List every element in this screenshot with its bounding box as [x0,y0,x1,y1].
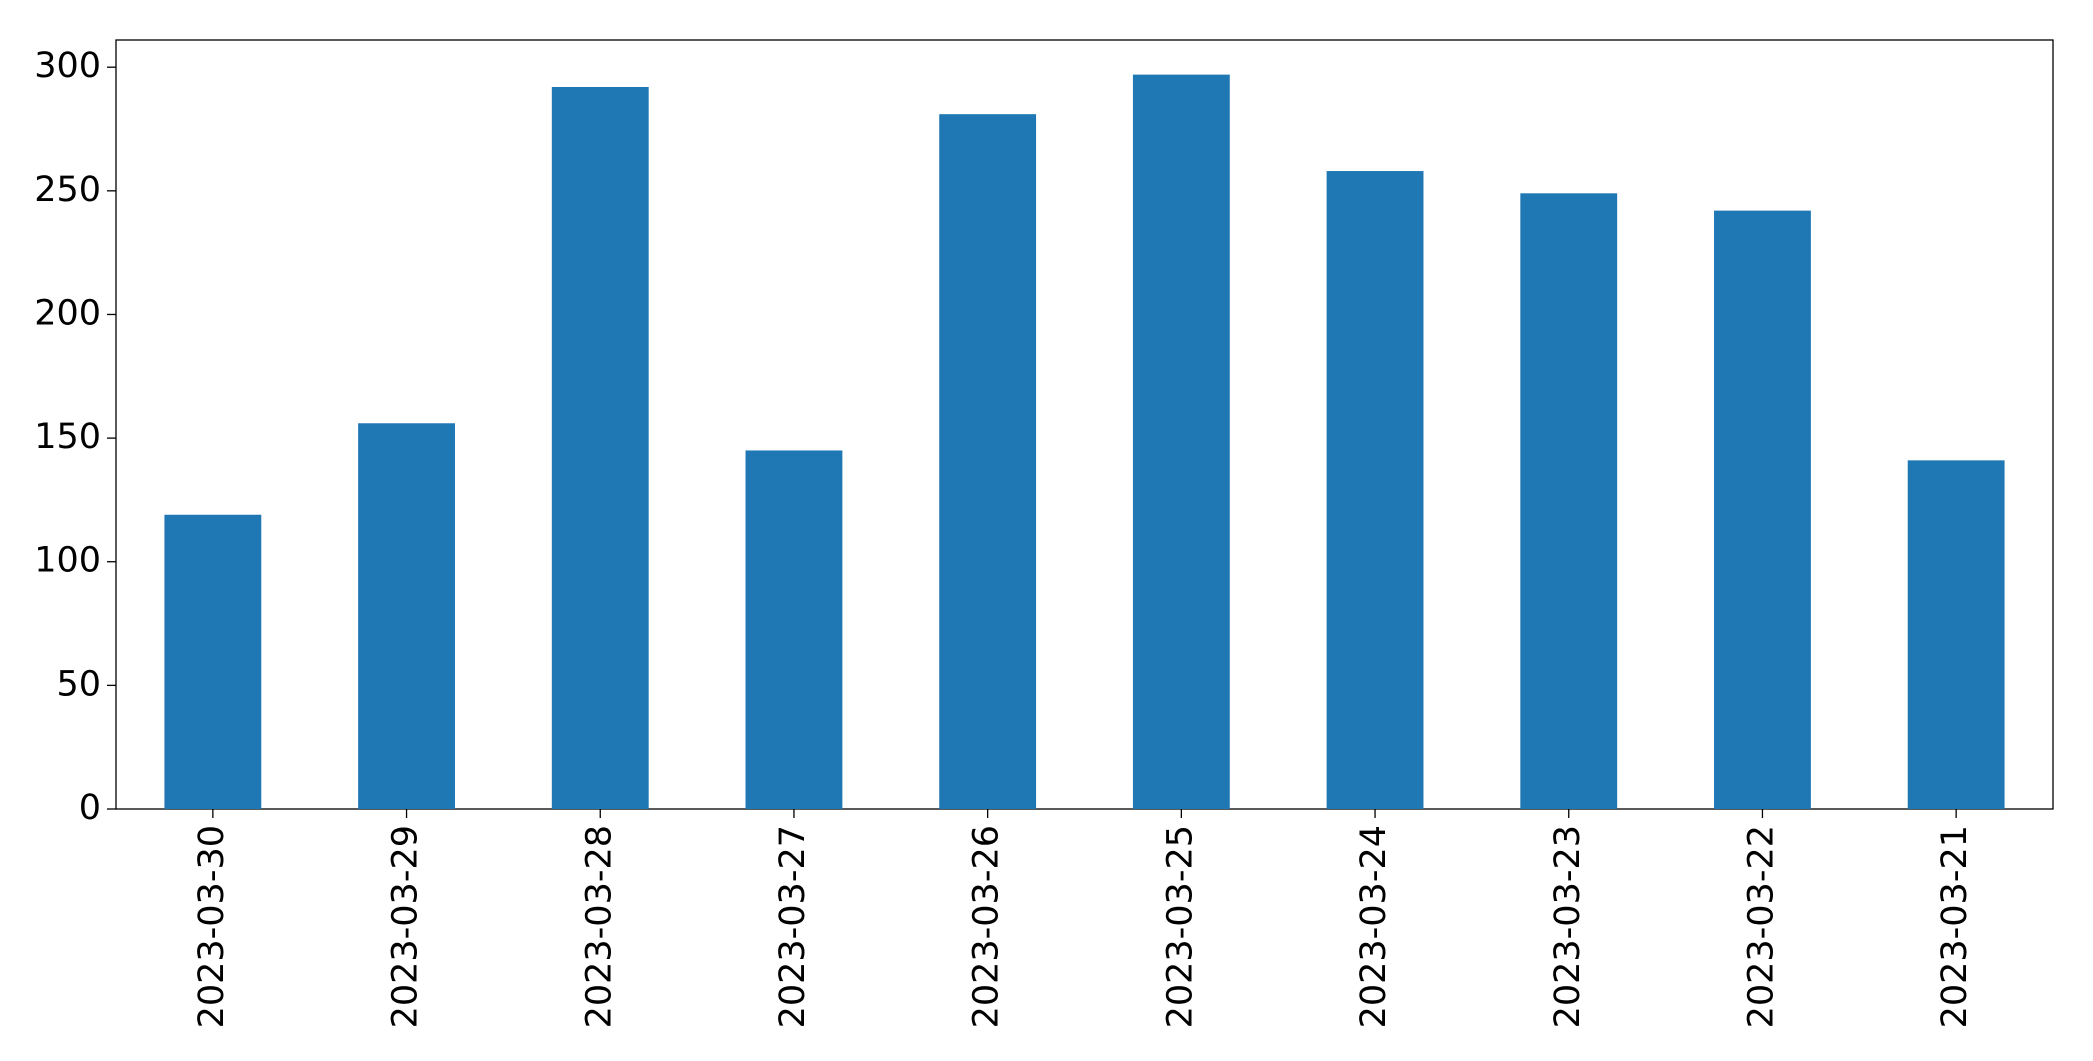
bar [358,423,455,809]
y-tick-label: 50 [56,664,101,704]
x-tick-label: 2023-03-21 [1935,825,1975,1028]
bar [1907,460,2005,809]
x-tick-label: 2023-03-29 [386,825,426,1028]
x-tick-label: 2023-03-27 [773,825,813,1028]
x-tick-label: 2023-03-23 [1548,825,1588,1028]
x-tick-label: 2023-03-25 [1160,825,1200,1028]
bar [745,450,843,809]
x-tick-label: 2023-03-28 [579,825,619,1028]
bar [939,114,1037,810]
x-tick-label: 2023-03-22 [1741,825,1781,1028]
x-tick-label: 2023-03-26 [967,825,1007,1028]
bar [551,86,649,809]
plot-frame [115,39,2054,810]
y-tick-label: 0 [79,788,101,828]
bar [1714,210,1811,810]
bar [1520,193,1618,809]
y-tick-label: 300 [34,46,101,86]
x-tick-label: 2023-03-24 [1354,825,1394,1028]
y-tick-label: 200 [34,293,101,333]
y-tick-label: 100 [34,541,101,581]
y-tick-label: 150 [34,417,101,457]
y-tick-label: 250 [34,170,101,210]
x-tick-label: 2023-03-30 [192,825,232,1028]
bar [1132,74,1230,809]
bar [164,514,262,809]
bar [1326,171,1424,809]
